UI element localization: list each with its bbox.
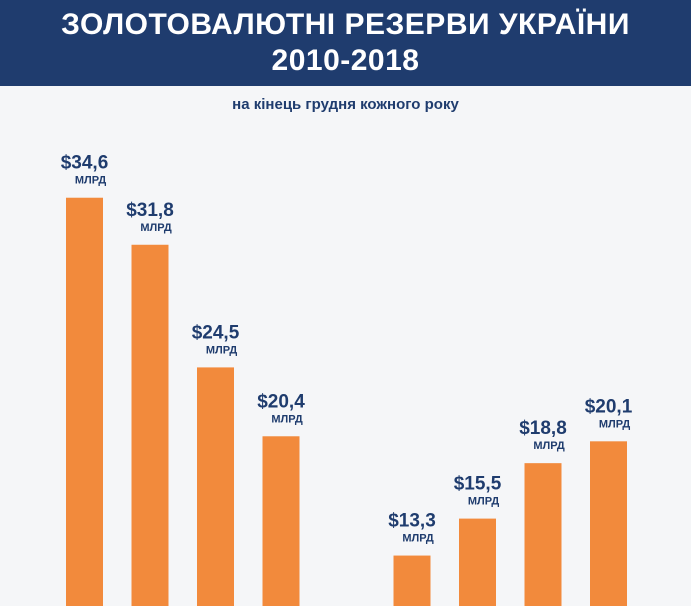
unit-label-2013: МЛРД — [271, 413, 303, 425]
value-label-2010: $34,6 — [61, 153, 109, 174]
unit-label-2015: МЛРД — [402, 533, 434, 545]
unit-label-2010: МЛРД — [75, 175, 107, 187]
bar-2017 — [524, 463, 562, 606]
bar-2018 — [590, 441, 627, 606]
unit-label-2016: МЛРД — [468, 496, 500, 508]
bar-2010 — [66, 197, 103, 606]
bar-2012 — [197, 367, 234, 606]
value-label-2017: $18,8 — [519, 418, 567, 439]
bar-2016 — [459, 518, 496, 606]
value-label-2012: $24,5 — [192, 322, 240, 343]
unit-label-2017: МЛРД — [533, 440, 565, 452]
value-label-2015: $13,3 — [388, 511, 436, 532]
bar-2011 — [131, 244, 169, 606]
bar-2015 — [393, 555, 431, 606]
value-label-2011: $31,8 — [126, 200, 174, 221]
header-banner: ЗОЛОТОВАЛЮТНІ РЕЗЕРВИ УКРАЇНИ 2010-2018 — [0, 0, 691, 86]
chart-title-line1: ЗОЛОТОВАЛЮТНІ РЕЗЕРВИ УКРАЇНИ — [61, 8, 630, 41]
unit-label-2012: МЛРД — [206, 344, 238, 356]
unit-label-2011: МЛРД — [140, 222, 172, 234]
bar-2013 — [262, 436, 300, 606]
unit-label-2018: МЛРД — [599, 418, 631, 430]
value-label-2013: $20,4 — [257, 391, 305, 412]
value-label-2018: $20,1 — [585, 396, 633, 417]
value-label-2016: $15,5 — [454, 474, 502, 495]
chart-subtitle: на кінець грудня кожного року — [232, 96, 459, 113]
chart-title-line2: 2010-2018 — [271, 44, 420, 77]
